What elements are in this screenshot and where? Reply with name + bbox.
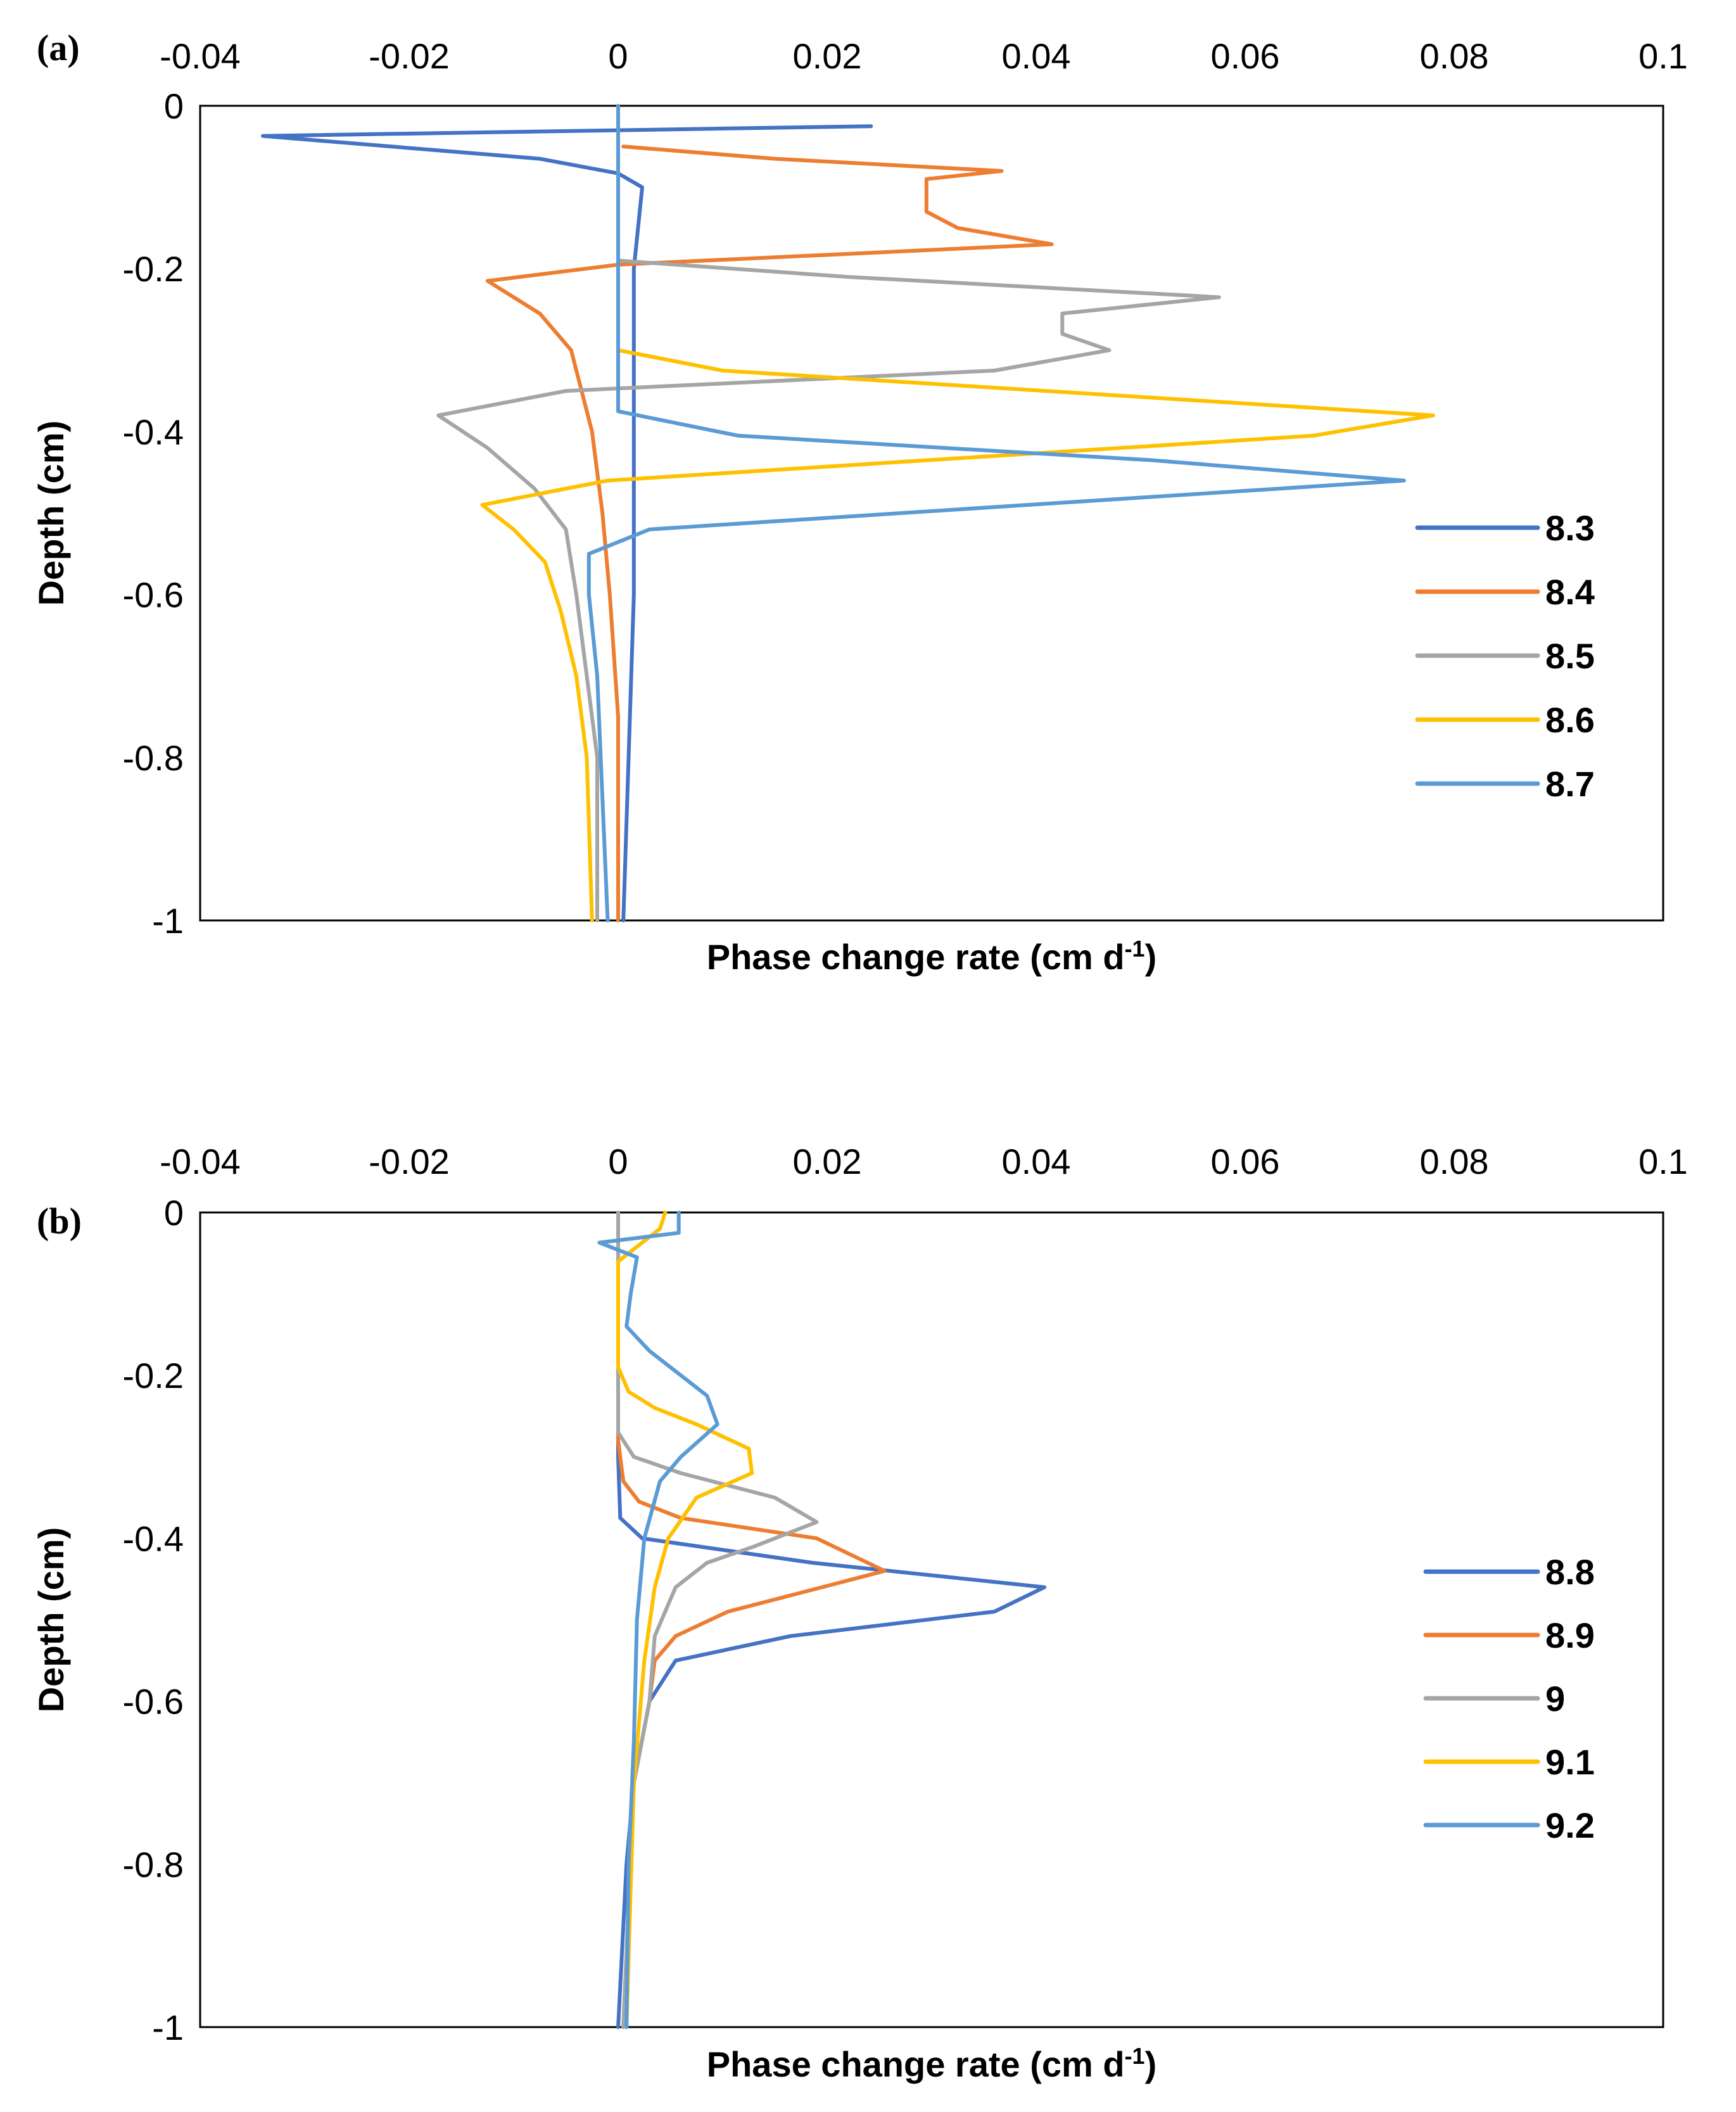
legend-label-8-9: 8.9 <box>1545 1615 1595 1655</box>
panel-b-series-lines <box>597 1211 1047 2029</box>
panel-a-series-lines <box>261 104 1435 922</box>
legend-label-8-7: 8.7 <box>1545 764 1595 804</box>
y-tick-label: -0.4 <box>123 412 184 452</box>
legend-label-8-3: 8.3 <box>1545 508 1595 548</box>
x-tick-label: -0.02 <box>369 1142 450 1181</box>
panel-a-y-axis-title: Depth (cm) <box>31 421 71 606</box>
y-tick-label: -1 <box>152 2007 184 2047</box>
series-line-8-6 <box>480 348 1435 922</box>
series-line-8-4 <box>485 144 1054 922</box>
x-tick-label: 0.1 <box>1638 36 1688 76</box>
x-tick-label: 0.08 <box>1420 36 1489 76</box>
panel-b: (b) -0.04 -0.02 0 0.02 0.04 0.06 0.08 0.1 0 -0.2… <box>31 1142 1688 2084</box>
y-tick-label: -0.8 <box>123 738 184 778</box>
y-tick-label: -1 <box>152 901 184 941</box>
y-tick-label: 0 <box>164 1193 184 1233</box>
x-tick-label: 0.1 <box>1638 1142 1688 1181</box>
x-tick-label: -0.04 <box>160 36 241 76</box>
legend-label-9-2: 9.2 <box>1545 1805 1595 1845</box>
panel-b-plot-area <box>199 1211 1664 2028</box>
panel-a-label: (a) <box>37 27 80 68</box>
legend-label-8-6: 8.6 <box>1545 700 1595 740</box>
x-tick-label: 0 <box>608 36 628 76</box>
series-line-8-3 <box>261 124 873 922</box>
y-tick-label: -0.4 <box>123 1518 184 1558</box>
x-tick-label: 0.04 <box>1002 36 1071 76</box>
panel-b-legend: 8.8 8.9 9 9.1 9.2 <box>1423 1552 1595 1845</box>
x-tick-label: -0.02 <box>369 36 450 76</box>
legend-label-8-5: 8.5 <box>1545 636 1595 676</box>
x-tick-label: 0.06 <box>1211 1142 1280 1181</box>
y-tick-label: -0.2 <box>123 1356 184 1396</box>
series-line-8-7 <box>586 104 1406 922</box>
series-line-9-2 <box>597 1211 719 2029</box>
series-line-8-5 <box>436 258 1221 922</box>
panel-a: (a) -0.04 -0.02 0 0.02 0.04 0.06 0.08 0.1 0 -0.2… <box>31 27 1688 977</box>
y-tick-label: -0.8 <box>123 1845 184 1885</box>
y-tick-label: -0.2 <box>123 249 184 289</box>
panel-b-label: (b) <box>37 1200 82 1242</box>
series-line-9 <box>616 1211 819 2029</box>
x-tick-label: 0.04 <box>1002 1142 1071 1181</box>
legend-label-8-8: 8.8 <box>1545 1552 1595 1592</box>
x-tick-label: 0.02 <box>793 1142 862 1181</box>
panel-a-x-tick-labels: -0.04 -0.02 0 0.02 0.04 0.06 0.08 0.1 <box>160 36 1688 76</box>
legend-label-9-1: 9.1 <box>1545 1742 1595 1782</box>
y-tick-label: 0 <box>164 86 184 126</box>
series-line-9-1 <box>616 1211 754 2029</box>
legend-label-8-4: 8.4 <box>1545 572 1595 612</box>
panel-a-x-axis-title: Phase change rate (cm d-1) <box>707 936 1156 977</box>
x-tick-label: 0.02 <box>793 36 862 76</box>
x-tick-label: 0 <box>608 1142 628 1181</box>
panel-b-x-axis-title: Phase change rate (cm d-1) <box>707 2043 1156 2084</box>
x-tick-label: -0.04 <box>160 1142 241 1181</box>
panel-b-y-axis-title: Depth (cm) <box>31 1527 71 1712</box>
panel-b-y-tick-labels: 0 -0.2 -0.4 -0.6 -0.8 -1 <box>123 1193 184 2047</box>
y-tick-label: -0.6 <box>123 575 184 615</box>
x-tick-label: 0.06 <box>1211 36 1280 76</box>
panel-b-x-tick-labels: -0.04 -0.02 0 0.02 0.04 0.06 0.08 0.1 <box>160 1142 1688 1181</box>
x-tick-label: 0.08 <box>1420 1142 1489 1181</box>
panel-a-plot-area <box>199 105 1664 922</box>
y-tick-label: -0.6 <box>123 1682 184 1722</box>
panel-a-y-tick-labels: 0 -0.2 -0.4 -0.6 -0.8 -1 <box>123 86 184 941</box>
legend-label-9: 9 <box>1545 1679 1565 1719</box>
panel-a-legend: 8.3 8.4 8.5 8.6 8.7 <box>1415 508 1595 804</box>
